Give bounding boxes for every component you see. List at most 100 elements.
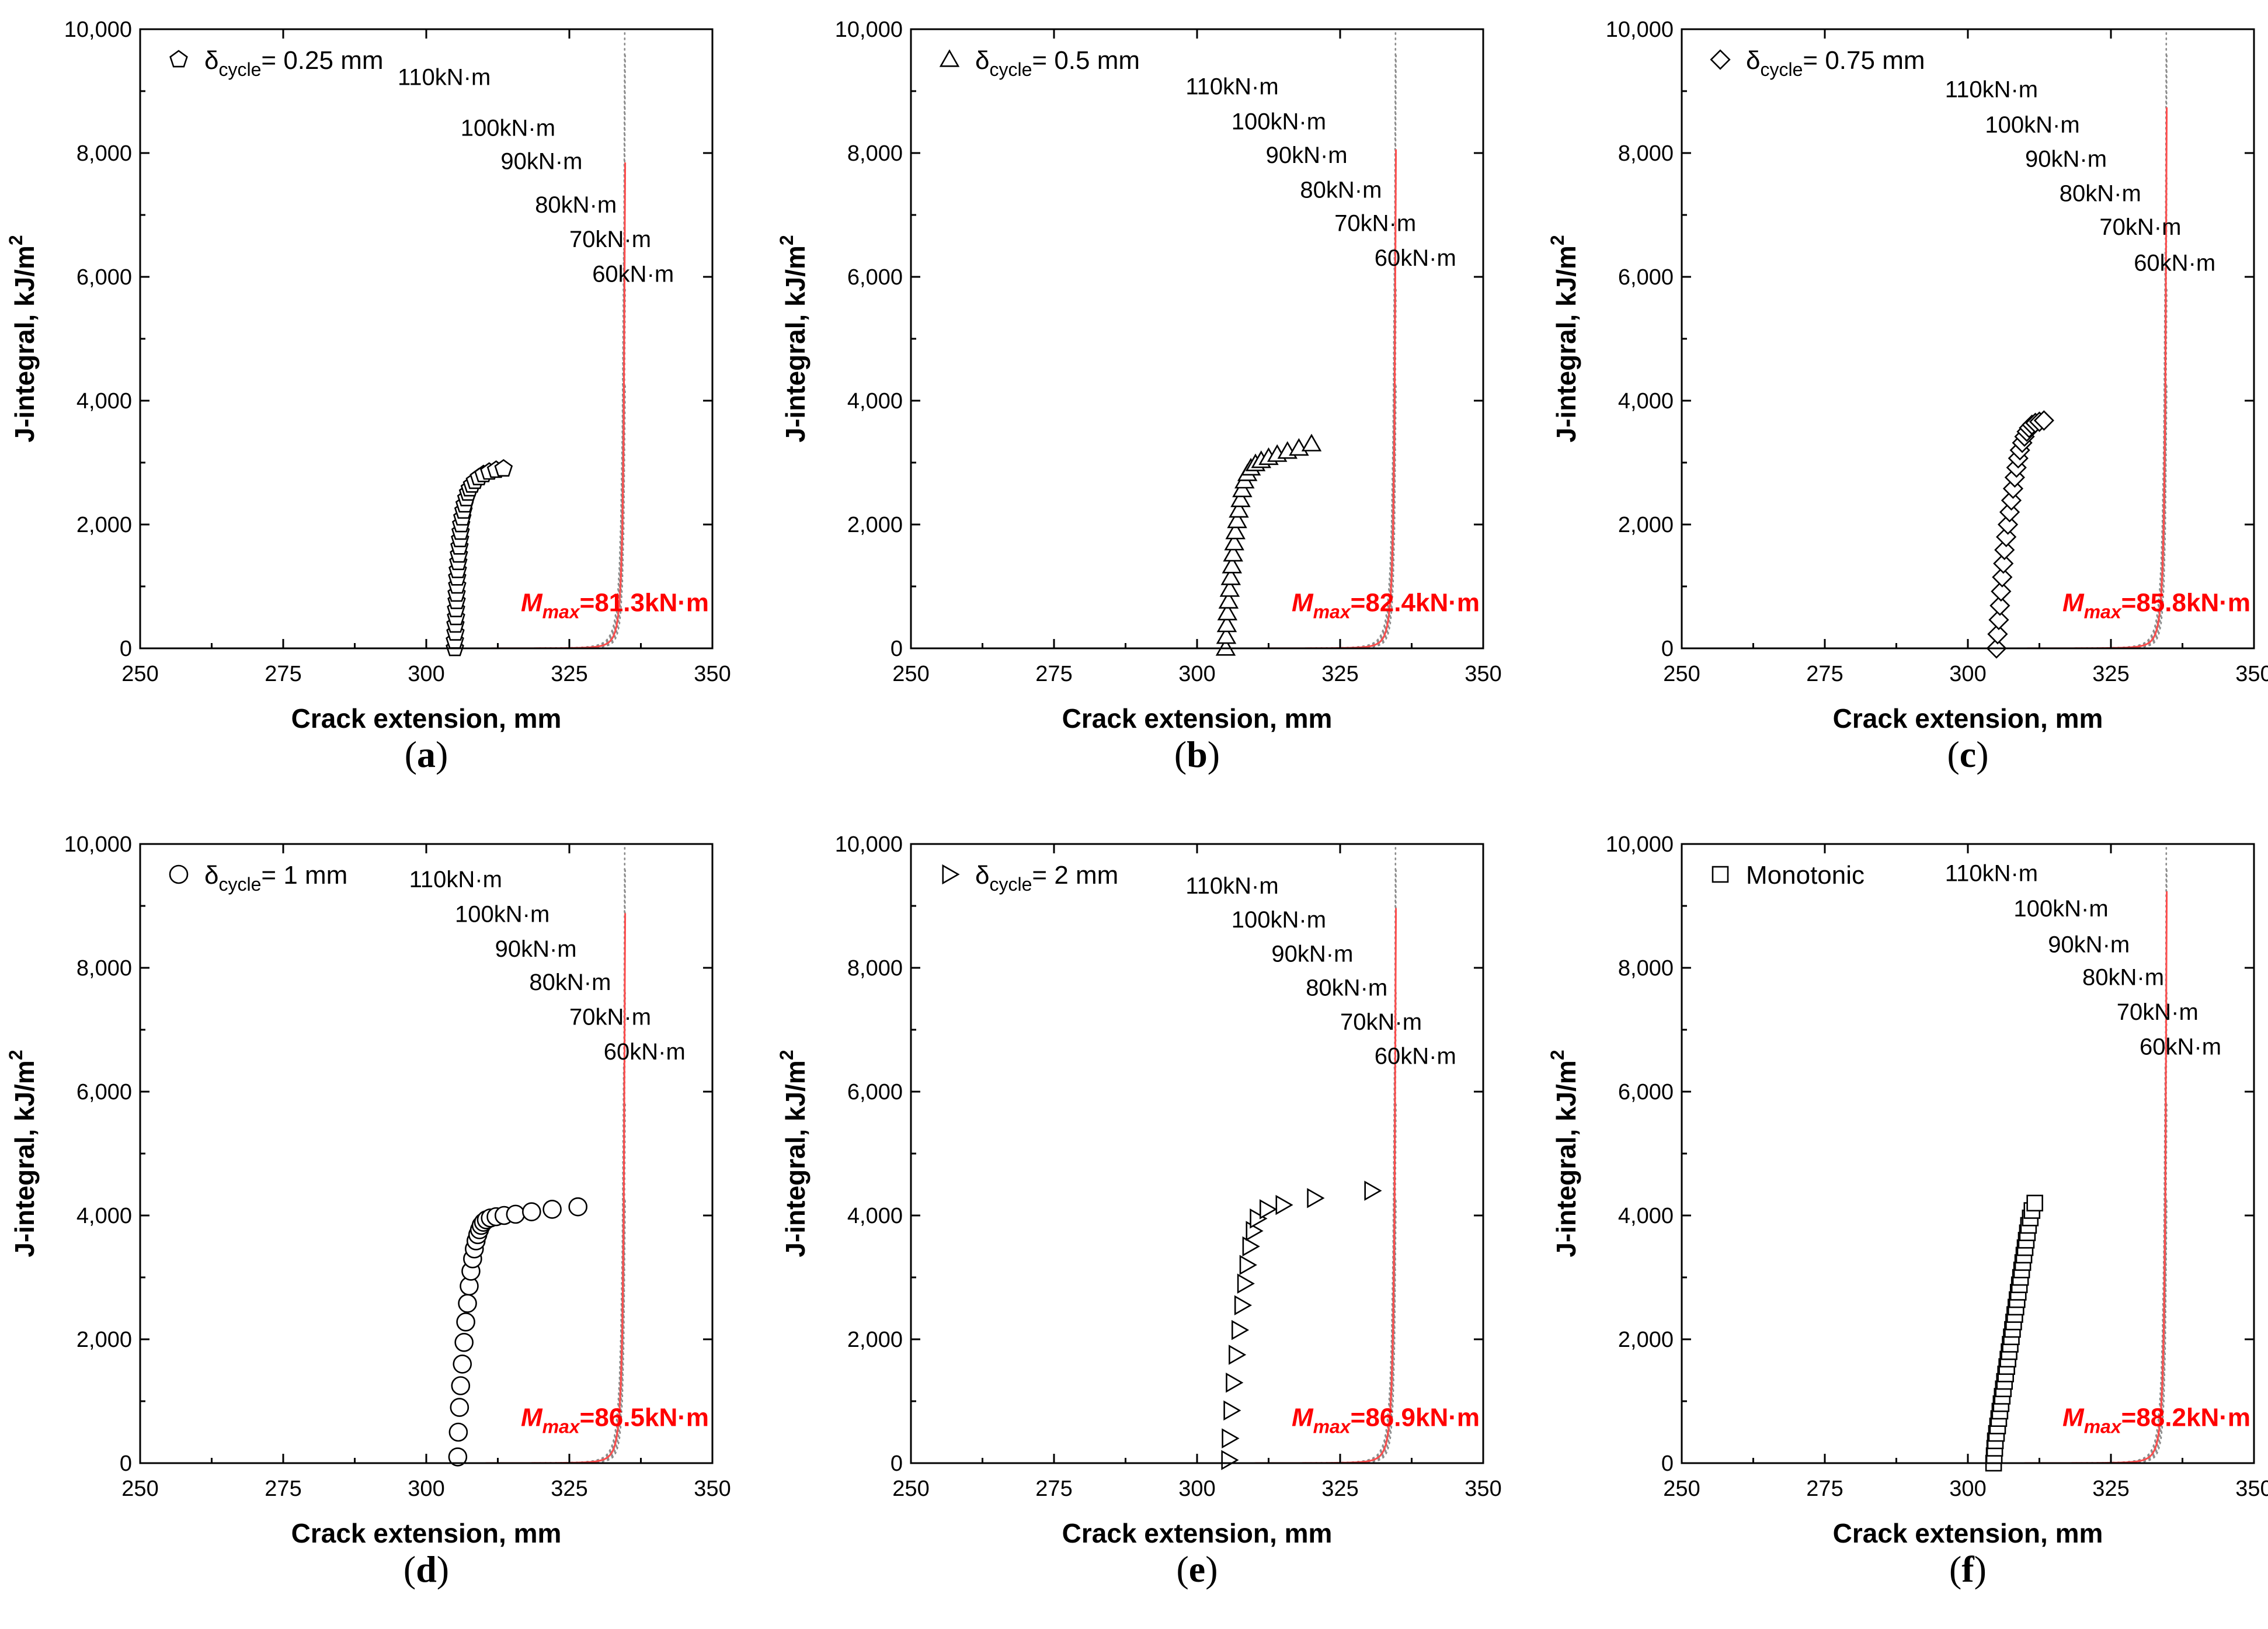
data-point <box>2026 1194 2043 1212</box>
moment-curve-90 <box>140 52 626 648</box>
moment-curve-90 <box>1682 52 2168 648</box>
y-tick-label: 6,000 <box>76 1080 132 1104</box>
x-tick-label: 350 <box>1465 662 1501 686</box>
legend-subscript: cycle <box>990 59 1032 80</box>
y-tick-label: 2,000 <box>847 513 903 537</box>
moment-curve-100 <box>140 844 626 1463</box>
chart-svg: 250 275 300 325 350 0 2,000 4,000 6,000 8,000 10,0… <box>5 18 731 734</box>
mmax-subscript: max <box>1313 601 1351 622</box>
mmax-symbol: M <box>521 1403 543 1432</box>
x-tick-label: 250 <box>1663 662 1700 686</box>
data-point <box>1242 1236 1260 1257</box>
panel-b: 250 275 300 325 350 0 2,000 4,000 6,000 8,000 10,0… <box>771 0 1530 794</box>
data-point <box>1232 479 1253 498</box>
y-tick-label: 8,000 <box>1618 141 1674 166</box>
curve-label-100: 100kN·m <box>455 902 549 928</box>
panel-caption: (d) <box>403 1548 450 1590</box>
mmax-symbol: M <box>1292 1403 1314 1432</box>
moment-curve-80 <box>140 177 626 648</box>
y-tick-label: 0 <box>120 637 132 661</box>
y-axis-title-sup: 2 <box>776 1050 797 1060</box>
legend-label: δcycle= 0.25 mm <box>204 46 384 80</box>
moment-curve-80 <box>1682 992 2168 1463</box>
x-tick-label: 300 <box>1949 662 1986 686</box>
moment-curve-80 <box>1682 177 2168 648</box>
curve-label-100: 100kN·m <box>1985 112 2079 138</box>
mmax-annotation: Mmax=81.3kN·m <box>521 588 709 622</box>
data-points <box>1986 410 2054 659</box>
moment-curves <box>1682 844 2168 1463</box>
y-tick-label: 6,000 <box>1618 265 1674 290</box>
data-point <box>1988 609 2009 630</box>
x-tick-label: 325 <box>1321 662 1358 686</box>
data-point <box>1992 567 2013 588</box>
data-point <box>1994 539 2015 561</box>
legend: δcycle= 1 mm <box>169 861 347 895</box>
y-tick-label: 10,000 <box>1606 18 1674 42</box>
curve-label-80: 80kN·m <box>535 192 617 218</box>
y-tick-label: 4,000 <box>847 1204 903 1228</box>
curve-label-80: 80kN·m <box>1306 975 1387 1001</box>
legend: δcycle= 0.5 mm <box>939 46 1140 80</box>
x-tick-label: 300 <box>408 1477 444 1501</box>
y-tick-label: 2,000 <box>76 1328 132 1352</box>
data-point <box>1216 614 1237 633</box>
curve-label-60: 60kN·m <box>1375 245 1456 271</box>
legend-subscript: cycle <box>990 874 1032 895</box>
mmax-curve <box>911 149 1397 648</box>
moment-curves <box>140 29 627 648</box>
mmax-value: =88.2kN·m <box>2121 1403 2250 1432</box>
data-point <box>1989 595 2010 616</box>
panel-letter: a <box>417 734 436 775</box>
curve-label-70: 70kN·m <box>569 1005 651 1030</box>
plot-frame <box>1681 28 2255 649</box>
curve-label-90: 90kN·m <box>500 149 582 175</box>
y-axis-title-main: J-integral, kJ/m <box>1551 1060 1581 1257</box>
legend-label: δcycle= 0.75 mm <box>1746 46 1925 80</box>
curve-label-80: 80kN·m <box>1300 177 1382 203</box>
x-tick-label: 325 <box>2092 662 2129 686</box>
data-point <box>1237 1273 1255 1294</box>
data-point <box>1231 1319 1250 1340</box>
curve-label-110: 110kN·m <box>1185 74 1278 99</box>
legend-value: = 0.25 mm <box>261 46 383 75</box>
y-axis-title-sup: 2 <box>1547 1050 1568 1060</box>
curve-label-100: 100kN·m <box>1232 109 1326 135</box>
y-axis-title-sup: 2 <box>5 235 26 245</box>
y-tick-label: 8,000 <box>847 956 903 981</box>
mmax-annotation: Mmax=86.9kN·m <box>1292 1403 1480 1437</box>
data-point <box>568 1197 588 1217</box>
x-tick-label: 300 <box>1949 1477 1986 1501</box>
moment-curve-110 <box>911 250 1396 648</box>
curve-label-80: 80kN·m <box>529 970 611 995</box>
moment-curve-110 <box>911 1065 1396 1463</box>
y-tick-label: 8,000 <box>76 141 132 166</box>
curve-label-80: 80kN·m <box>2082 965 2164 991</box>
curve-label-90: 90kN·m <box>495 936 577 962</box>
x-axis-title: Crack extension, mm <box>1062 1518 1333 1548</box>
moment-curve-70 <box>140 1102 626 1463</box>
curve-label-110: 110kN·m <box>1945 77 2038 103</box>
legend-label: δcycle= 2 mm <box>975 861 1118 895</box>
y-tick-label: 10,000 <box>835 18 903 42</box>
data-point <box>454 1332 474 1352</box>
mmax-subscript: max <box>542 1416 580 1437</box>
data-point <box>1223 1400 1241 1421</box>
panel-c: 250 275 300 325 350 0 2,000 4,000 6,000 8,000 10,0… <box>1542 0 2268 794</box>
legend-symbol: δ <box>204 46 219 75</box>
legend-marker <box>169 50 188 68</box>
x-tick-label: 300 <box>408 662 444 686</box>
data-point <box>542 1200 562 1219</box>
legend-symbol: δ <box>975 861 990 890</box>
plot-frame <box>910 843 1484 1464</box>
curve-label-70: 70kN·m <box>2117 999 2199 1025</box>
curve-label-90: 90kN·m <box>2048 932 2130 958</box>
legend-subscript: cycle <box>1761 59 1803 80</box>
legend-symbol: δ <box>1746 46 1761 75</box>
y-tick-label: 4,000 <box>1618 389 1674 414</box>
x-axis-title: Crack extension, mm <box>1062 703 1333 734</box>
curve-label-70: 70kN·m <box>1340 1009 1422 1035</box>
panel-caption: (a) <box>404 734 448 775</box>
data-point <box>1307 1188 1325 1208</box>
